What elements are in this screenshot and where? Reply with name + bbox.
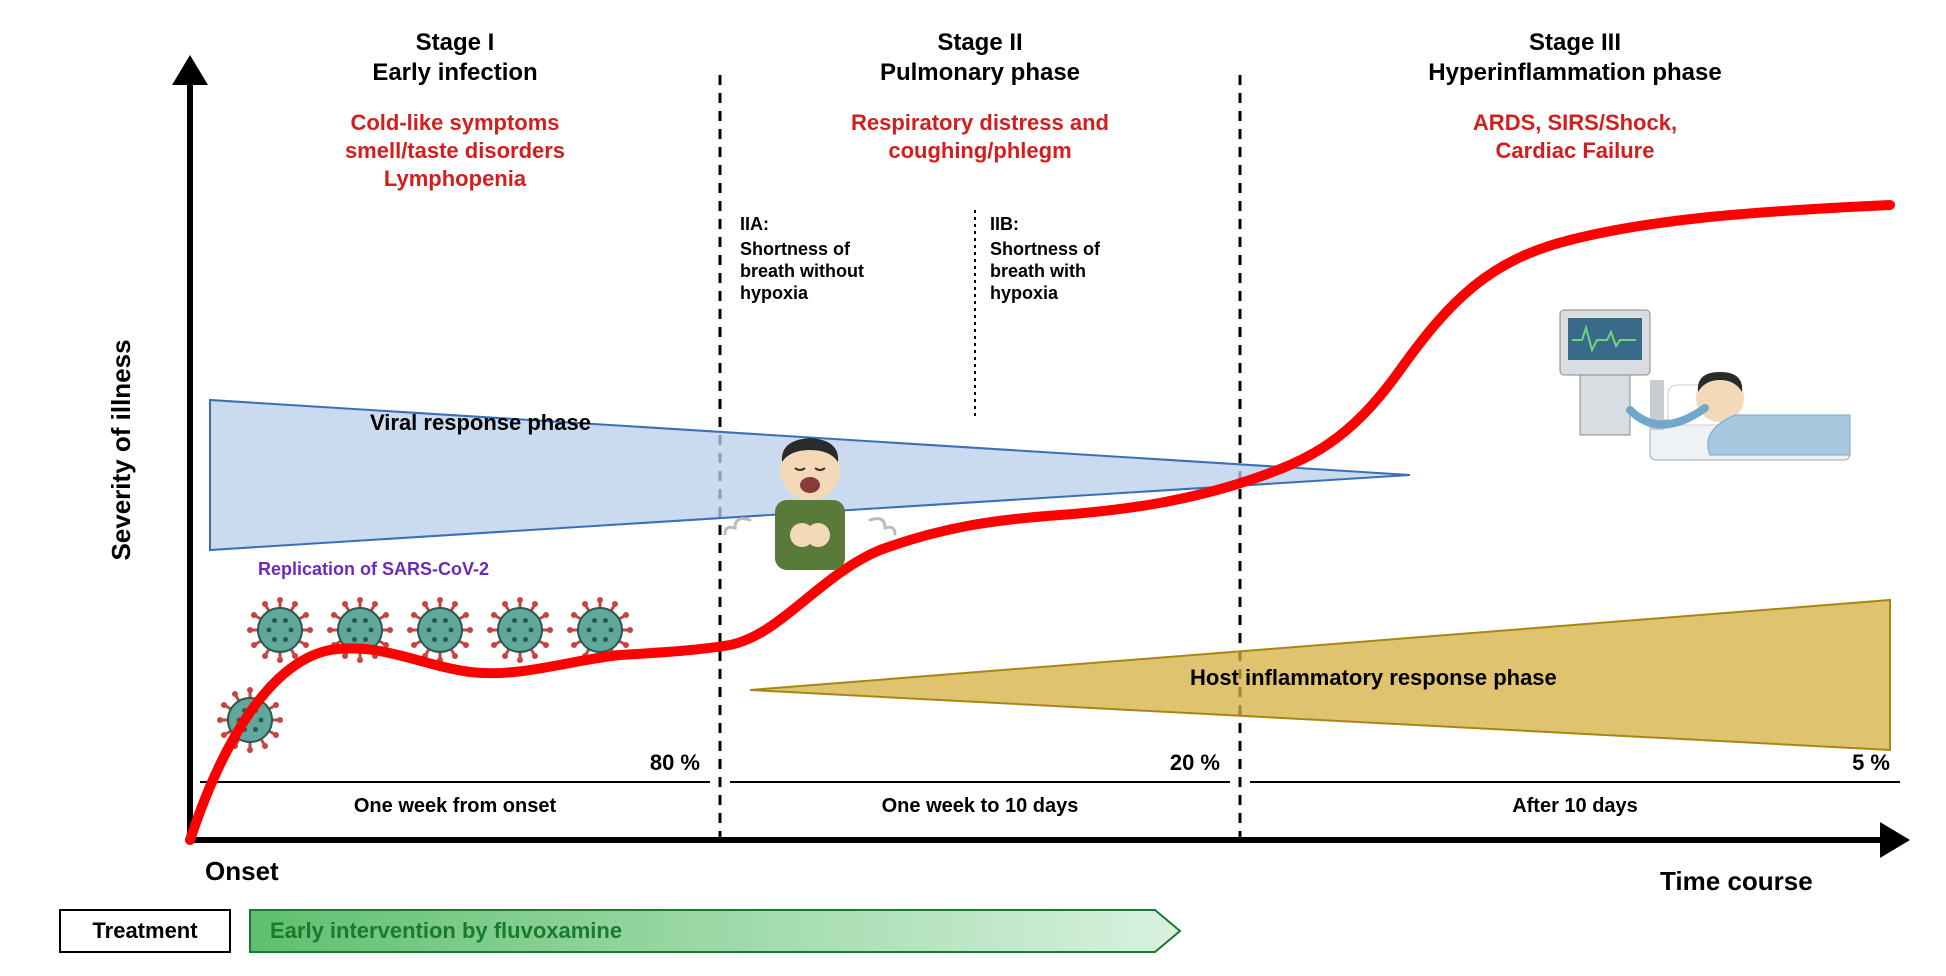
virus-icon-4 xyxy=(487,597,553,663)
stage2-sub-0-line-0: Shortness of xyxy=(740,239,851,259)
intervention-label: Early intervention by fluvoxamine xyxy=(270,918,622,943)
stage2-sub-0-line-2: hypoxia xyxy=(740,283,809,303)
stage-symptom-1-0: Respiratory distress and xyxy=(851,110,1109,135)
x-axis-label: Time course xyxy=(1660,866,1813,896)
viral-phase-label: Viral response phase xyxy=(370,410,591,435)
covid-stages-diagram: Severity of illness Time course Onset Stage… xyxy=(20,20,1926,956)
stage-percent-1: 20 % xyxy=(1170,750,1220,775)
stage-title-1-1: Pulmonary phase xyxy=(880,59,1080,86)
stage-percent-2: 5 % xyxy=(1852,750,1890,775)
onset-label: Onset xyxy=(205,856,279,886)
stage-title-2-0: Stage III xyxy=(1529,29,1621,56)
stage2-sub-1-line-0: Shortness of xyxy=(990,239,1101,259)
stage-title-2-1: Hyperinflammation phase xyxy=(1428,59,1721,86)
stage-percent-0: 80 % xyxy=(650,750,700,775)
stage2-sub-0-label: IIA: xyxy=(740,214,769,234)
stage-symptom-2-0: ARDS, SIRS/Shock, xyxy=(1473,110,1677,135)
treatment-label: Treatment xyxy=(92,918,198,943)
replication-label: Replication of SARS-CoV-2 xyxy=(258,559,489,579)
diagram-svg: Severity of illness Time course Onset Stage… xyxy=(20,20,1926,956)
stage2-sub-1-label: IIB: xyxy=(990,214,1019,234)
stage-symptom-0-0: Cold-like symptoms xyxy=(350,110,559,135)
stage2-sub-1-line-1: breath with xyxy=(990,261,1086,281)
stage2-sub-0-line-1: breath without xyxy=(740,261,864,281)
stage-symptom-1-1: coughing/phlegm xyxy=(888,138,1071,163)
stage-time-0: One week from onset xyxy=(354,795,557,817)
stage-title-1-0: Stage II xyxy=(937,29,1022,56)
y-axis-label: Severity of illness xyxy=(106,339,136,560)
virus-icon-3 xyxy=(407,597,473,663)
stage-symptom-0-1: smell/taste disorders xyxy=(345,138,565,163)
host-phase-label: Host inflammatory response phase xyxy=(1190,665,1557,690)
virus-icon-1 xyxy=(247,597,313,663)
stage-time-2: After 10 days xyxy=(1512,795,1638,817)
stage-time-1: One week to 10 days xyxy=(882,795,1079,817)
stage-symptom-0-2: Lymphopenia xyxy=(384,166,527,191)
stage-title-0-1: Early infection xyxy=(372,59,537,86)
patient-icu-icon xyxy=(1560,310,1850,460)
stage-symptom-2-1: Cardiac Failure xyxy=(1496,138,1655,163)
stage2-sub-1-line-2: hypoxia xyxy=(990,283,1059,303)
stage-title-0-0: Stage I xyxy=(416,29,495,56)
